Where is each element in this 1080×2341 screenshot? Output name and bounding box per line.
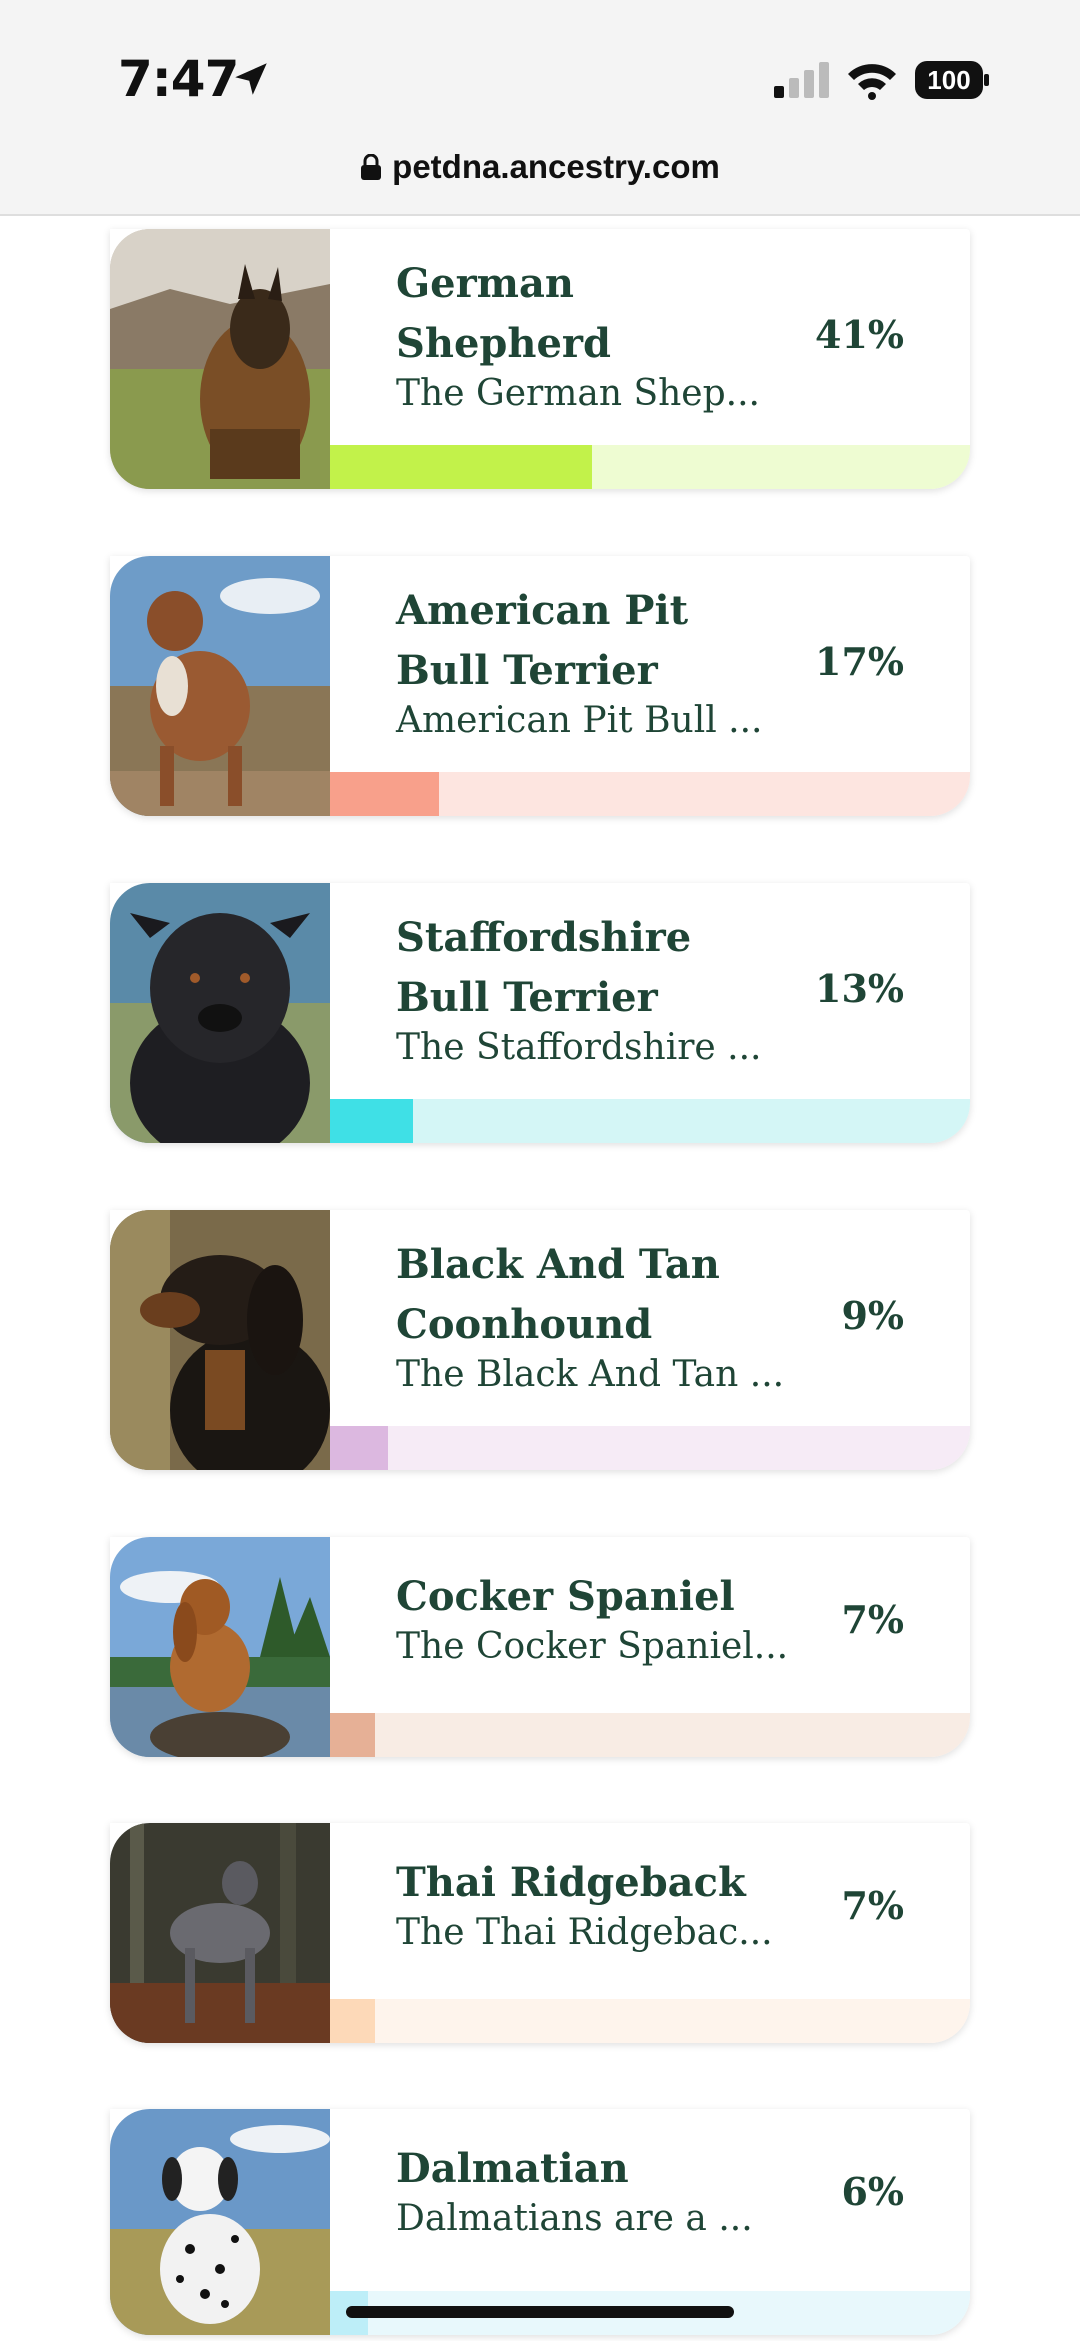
breed-card-german-shepherd[interactable]: German Shepherd The German Shep... 41% [110, 229, 970, 489]
percent-bar [330, 1999, 970, 2043]
breed-name: American Pit Bull Terrier [396, 587, 689, 694]
browser-top-bar: 7:47 100 petdna.ancestry.com [0, 0, 1080, 216]
battery-icon: 100 [914, 60, 990, 100]
breed-card-black-and-tan-coonhound[interactable]: Black And Tan Coonhound The Black And Tan… [110, 1210, 970, 1470]
breed-percent: 41% [815, 312, 904, 357]
percent-bar-fill [330, 1426, 388, 1470]
breed-card-thai-ridgeback[interactable]: Thai Ridgeback The Thai Ridgebac... 7% [110, 1823, 970, 2043]
breed-name: Dalmatian [396, 2145, 629, 2192]
lock-icon [361, 154, 382, 180]
breed-description: The German Shep... [396, 373, 760, 414]
breed-card-american-pit-bull-terrier[interactable]: American Pit Bull Terrier American Pit Bu… [110, 556, 970, 816]
percent-bar-fill [330, 1099, 414, 1143]
percent-bar [330, 1099, 970, 1143]
cellular-signal-icon [774, 62, 829, 98]
location-arrow-icon [235, 63, 267, 95]
breed-percent: 6% [841, 2169, 904, 2214]
home-indicator[interactable] [346, 2306, 734, 2318]
status-time: 7:47 [118, 50, 239, 108]
percent-bar-fill [330, 445, 593, 489]
wifi-icon [848, 64, 896, 100]
battery-level: 100 [927, 65, 970, 95]
breed-name: Staffordshire Bull Terrier [396, 914, 692, 1021]
breed-card-dalmatian[interactable]: Dalmatian Dalmatians are a ... 6% [110, 2109, 970, 2335]
breed-name: German Shepherd [396, 260, 611, 367]
percent-bar-fill [330, 1999, 375, 2043]
breed-name: Black And Tan Coonhound [396, 1241, 720, 1348]
percent-bar [330, 772, 970, 816]
percent-bar [330, 1426, 970, 1470]
breed-description: The Cocker Spaniel... [396, 1626, 789, 1667]
breed-card-staffordshire-bull-terrier[interactable]: Staffordshire Bull Terrier The Staffordsh… [110, 883, 970, 1143]
american-pit-bull-terrier-photo [110, 556, 330, 816]
breed-card-cocker-spaniel[interactable]: Cocker Spaniel The Cocker Spaniel... 7% [110, 1537, 970, 1757]
percent-bar [330, 1713, 970, 1757]
percent-bar [330, 445, 970, 489]
staffordshire-bull-terrier-photo [110, 883, 330, 1143]
percent-bar-fill [330, 1713, 375, 1757]
thai-ridgeback-photo [110, 1823, 330, 2043]
breed-percent: 17% [815, 639, 904, 684]
url-text: petdna.ancestry.com [392, 148, 720, 185]
breed-name: Thai Ridgeback [396, 1859, 746, 1906]
breed-description: The Thai Ridgebac... [396, 1912, 773, 1953]
breed-percent: 13% [815, 966, 904, 1011]
black-and-tan-coonhound-photo [110, 1210, 330, 1470]
address-bar[interactable]: petdna.ancestry.com [0, 148, 1080, 186]
breed-description: The Black And Tan ... [396, 1354, 785, 1395]
percent-bar-fill [330, 772, 439, 816]
breed-percent: 7% [841, 1883, 904, 1928]
breed-percent: 7% [841, 1597, 904, 1642]
breed-description: The Staffordshire ... [396, 1027, 762, 1068]
breed-description: American Pit Bull ... [396, 700, 763, 741]
dalmatian-photo [110, 2109, 330, 2335]
cocker-spaniel-photo [110, 1537, 330, 1757]
breed-description: Dalmatians are a ... [396, 2198, 753, 2239]
breed-percent: 9% [841, 1293, 904, 1338]
german-shepherd-photo [110, 229, 330, 489]
breed-name: Cocker Spaniel [396, 1573, 735, 1620]
